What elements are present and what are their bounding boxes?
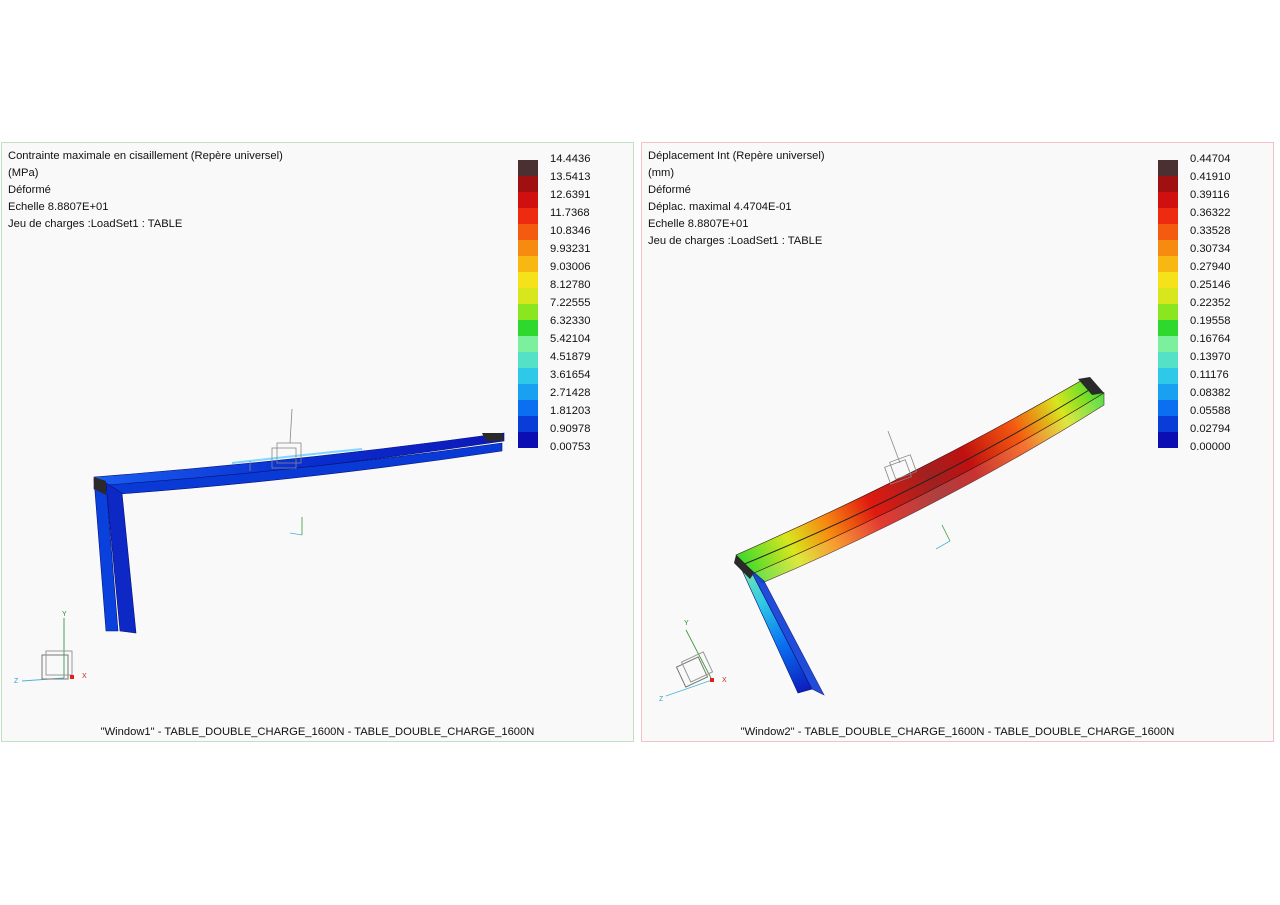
- scale-label: 0.36322: [1190, 207, 1231, 219]
- result-title: Contrainte maximale en cisaillement (Rep…: [8, 150, 283, 162]
- scale-label: 0.13970: [1190, 351, 1231, 363]
- window-caption: "Window1" - TABLE_DOUBLE_CHARGE_1600N - …: [100, 726, 535, 738]
- scale-label: 0.90978: [550, 423, 591, 435]
- result-deformed-label: Déformé: [8, 184, 51, 196]
- axis-label-z: Z: [659, 696, 664, 703]
- result-loadset: Jeu de charges :LoadSet1 : TABLE: [648, 235, 823, 247]
- scale-label: 11.7368: [550, 207, 590, 219]
- table-leg: [734, 555, 825, 696]
- result-info-panel: Déplacement Int (Repère universel) (mm) …: [648, 148, 825, 250]
- scale-label: 0.00753: [550, 441, 591, 453]
- scale-label: 2.71428: [550, 387, 591, 399]
- load-marker: [249, 408, 302, 471]
- scale-label: 0.33528: [1190, 225, 1231, 237]
- scale-label: 13.5413: [550, 171, 591, 183]
- scale-label: 0.19558: [1190, 315, 1231, 327]
- scale-label: 10.8346: [550, 225, 591, 237]
- scale-label: 14.4436: [550, 153, 591, 165]
- axis-label-y: Y: [62, 611, 67, 618]
- scale-label: 0.27940: [1190, 261, 1231, 273]
- axis-label-y: Y: [684, 620, 689, 627]
- table-top-beam: [735, 377, 1105, 584]
- result-scale-factor: Echelle 8.8807E+01: [648, 218, 749, 230]
- results-window-1[interactable]: Contrainte maximale en cisaillement (Rep…: [1, 142, 634, 742]
- axis-label-x: X: [82, 673, 87, 680]
- result-unit: (mm): [648, 167, 675, 179]
- color-scale-bar: [1158, 160, 1178, 448]
- window-caption: "Window2" - TABLE_DOUBLE_CHARGE_1600N - …: [740, 726, 1175, 738]
- scale-label: 7.22555: [550, 297, 591, 309]
- result-title: Déplacement Int (Repère universel): [648, 150, 825, 162]
- scale-label: 9.93231: [550, 243, 591, 255]
- scale-label: 0.02794: [1190, 423, 1231, 435]
- global-axis-triad: Y X Z: [14, 611, 87, 685]
- scale-label: 0.11176: [1190, 369, 1229, 381]
- table-leg: [93, 477, 137, 634]
- model-origin-triad: [289, 517, 303, 536]
- result-scale-factor: Echelle 8.8807E+01: [8, 201, 109, 213]
- axis-label-z: Z: [14, 678, 19, 685]
- model-origin-triad: [935, 524, 951, 550]
- scale-label: 0.41910: [1190, 171, 1231, 183]
- scale-label: 1.81203: [550, 405, 591, 417]
- results-window-2[interactable]: Déplacement Int (Repère universel) (mm) …: [641, 142, 1274, 742]
- scale-label: 5.42104: [550, 333, 591, 345]
- scale-label: 0.25146: [1190, 279, 1231, 291]
- color-scale-bar: [518, 160, 538, 448]
- result-unit: (MPa): [8, 167, 39, 179]
- scale-label: 9.03006: [550, 261, 591, 273]
- scale-label: 0.22352: [1190, 297, 1231, 309]
- load-marker: [884, 430, 917, 485]
- deformed-model-view[interactable]: Y X Z: [642, 143, 1274, 742]
- table-top-beam: [93, 432, 505, 496]
- scale-label: 0.05588: [1190, 405, 1231, 417]
- deformed-model-view[interactable]: Y X Z: [2, 143, 634, 742]
- scale-label: 12.6391: [550, 189, 591, 201]
- scale-label: 0.16764: [1190, 333, 1231, 345]
- result-deformed-label: Déformé: [648, 184, 691, 196]
- scale-label: 0.08382: [1190, 387, 1231, 399]
- scale-label: 0.44704: [1190, 153, 1231, 165]
- result-max-displacement: Déplac. maximal 4.4704E-01: [648, 201, 792, 213]
- axis-label-x: X: [722, 677, 727, 684]
- scale-label: 0.39116: [1190, 189, 1230, 201]
- scale-label: 6.32330: [550, 315, 591, 327]
- scale-label: 0.00000: [1190, 441, 1231, 453]
- scale-label: 4.51879: [550, 351, 591, 363]
- result-loadset: Jeu de charges :LoadSet1 : TABLE: [8, 218, 183, 230]
- scale-label: 8.12780: [550, 279, 591, 291]
- scale-label: 3.61654: [550, 369, 591, 381]
- result-info-panel: Contrainte maximale en cisaillement (Rep…: [8, 148, 283, 233]
- global-axis-triad: Y X Z: [659, 620, 727, 703]
- scale-label: 0.30734: [1190, 243, 1231, 255]
